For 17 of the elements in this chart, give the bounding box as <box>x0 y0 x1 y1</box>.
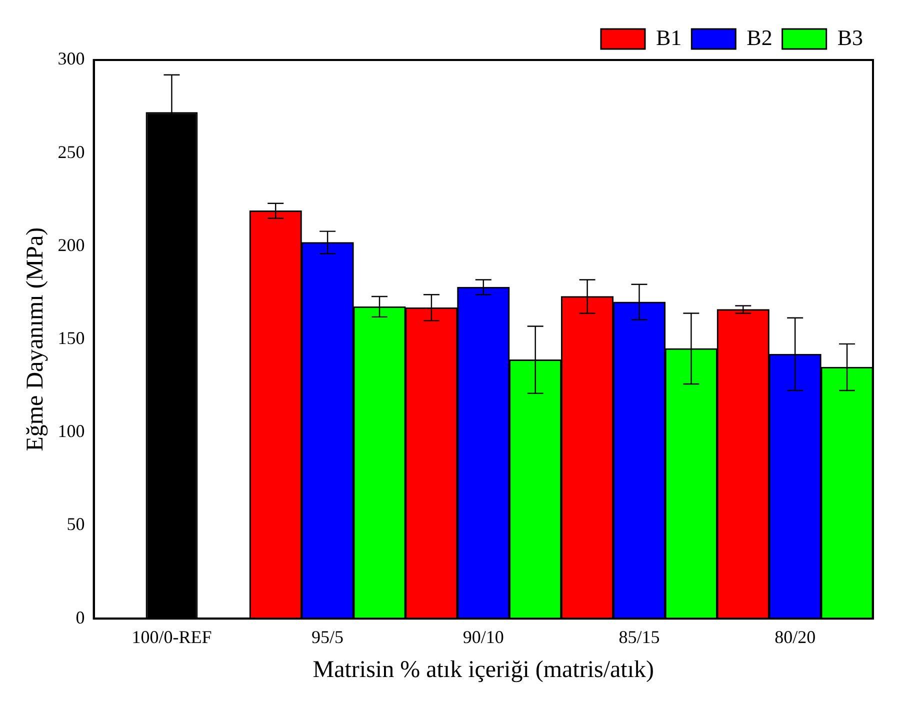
y-tick-label: 200 <box>58 234 85 255</box>
x-tick-label: 80/20 <box>774 627 816 648</box>
y-tick-label: 150 <box>58 328 85 348</box>
legend-label: B2 <box>746 24 772 50</box>
y-tick-label: 300 <box>58 48 85 69</box>
x-tick-label: 85/15 <box>618 627 660 648</box>
y-tick-label: 50 <box>66 514 85 534</box>
x-tick-label: 100/0-REF <box>132 627 212 648</box>
legend-label: B1 <box>656 24 682 50</box>
x-tick-label: 90/10 <box>462 627 504 648</box>
y-axis-title: Eğme Dayanımı (MPa) <box>22 227 49 452</box>
x-axis-title: Matrisin % atık içeriği (matris/atık) <box>312 656 654 683</box>
y-tick-label: 0 <box>76 607 85 628</box>
y-tick-label: 250 <box>58 142 85 162</box>
legend-label: B3 <box>837 24 864 50</box>
y-tick-label: 100 <box>58 421 85 442</box>
x-tick-label: 95/5 <box>312 627 344 648</box>
